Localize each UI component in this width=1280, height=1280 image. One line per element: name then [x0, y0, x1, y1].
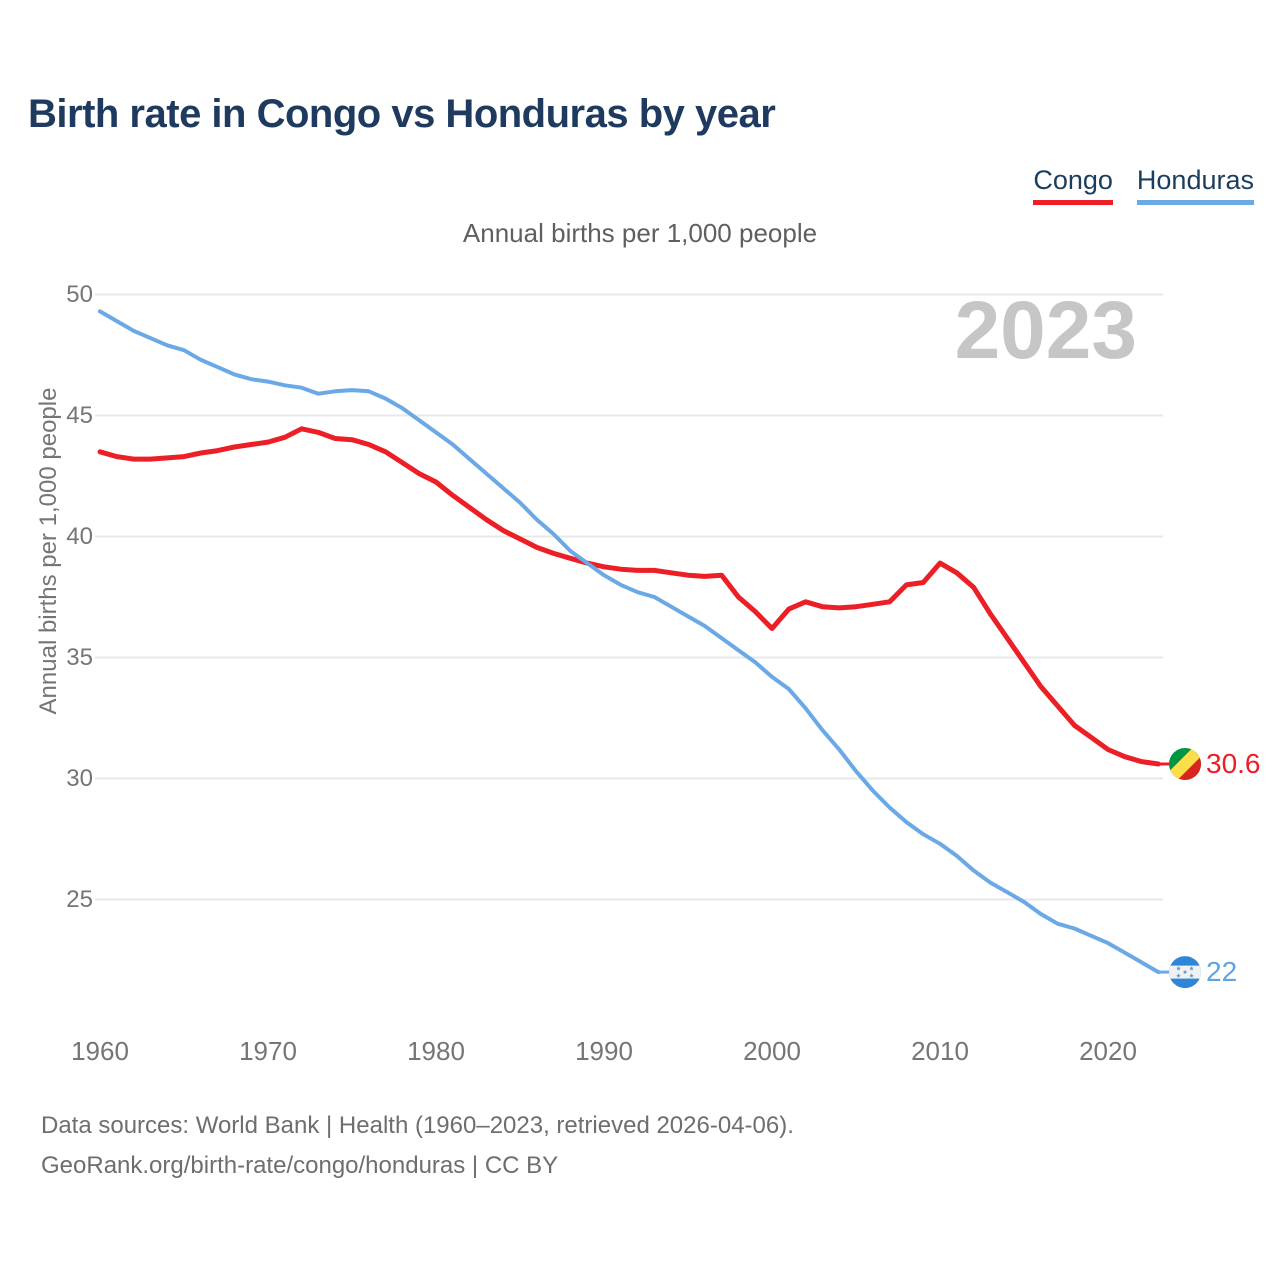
legend-item-honduras[interactable]: Honduras	[1136, 165, 1254, 205]
star-icon	[1189, 966, 1194, 971]
x-tick-label-2000: 2000	[743, 1036, 801, 1066]
y-tick-label-50: 50	[66, 280, 93, 308]
congo-end-value-label: 30.6	[1206, 747, 1261, 779]
congo-line-series[interactable]	[97, 426, 1161, 767]
chart-subtitle: Annual births per 1,000 people	[462, 218, 818, 248]
x-tick-label-1960: 1960	[71, 1036, 129, 1066]
honduras-end-value-label: 22	[1206, 956, 1238, 988]
x-tick-label-1980: 1980	[407, 1036, 465, 1066]
x-tick-label-1970: 1970	[239, 1036, 297, 1066]
star-icon	[1176, 973, 1181, 978]
footer: Data sources: World Bank | Health (1960–…	[41, 1106, 794, 1186]
y-tick-label-35: 35	[66, 643, 93, 671]
footer-attribution-line: GeoRank.org/birth-rate/congo/honduras | …	[41, 1152, 559, 1179]
x-tick-label-1990: 1990	[575, 1036, 633, 1066]
watermark-year: 2023	[954, 285, 1137, 376]
congo-flag-circle-icon	[1169, 747, 1201, 780]
star-icon	[1189, 973, 1194, 978]
y-tick-label-25: 25	[66, 885, 93, 913]
y-tick-label-45: 45	[66, 401, 93, 429]
footer-sources-line: Data sources: World Bank | Health (1960–…	[41, 1112, 794, 1139]
x-tick-label-2010: 2010	[911, 1036, 969, 1066]
y-tick-label-40: 40	[66, 522, 93, 550]
honduras-flag-stars	[1176, 966, 1194, 978]
y-tick-label-30: 30	[66, 764, 93, 792]
legend: Congo Honduras	[1033, 165, 1254, 205]
legend-item-congo[interactable]: Congo	[1033, 165, 1113, 205]
star-icon	[1176, 966, 1181, 971]
x-tick-label-2020: 2020	[1079, 1036, 1137, 1066]
star-icon	[1182, 969, 1188, 975]
gridlines	[95, 293, 1163, 901]
honduras-flag-circle-icon	[1169, 956, 1201, 989]
honduras-line-series[interactable]	[98, 309, 1161, 975]
page-title: Birth rate in Congo vs Honduras by year	[28, 92, 776, 136]
